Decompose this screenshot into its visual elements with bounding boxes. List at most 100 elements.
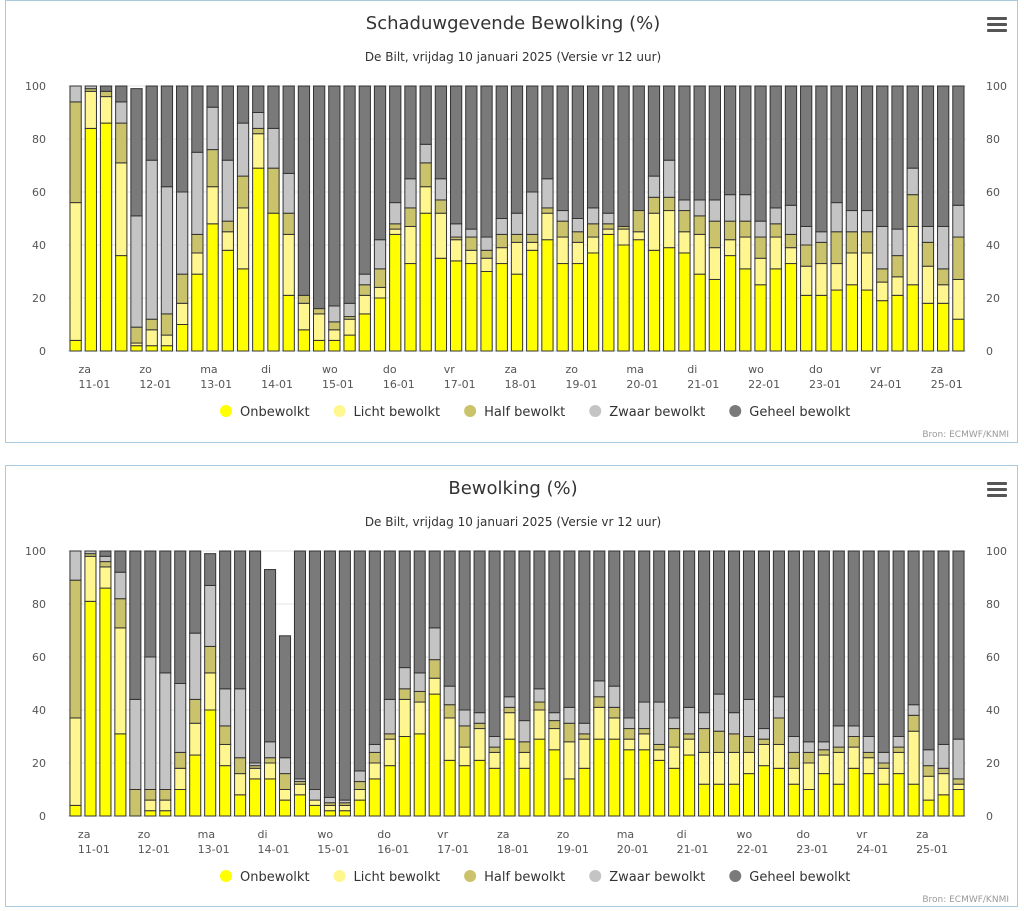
bar-segment-half-bewolkt[interactable] (860, 231, 874, 254)
bar-segment-onbewolkt[interactable] (586, 252, 600, 352)
bar-segment-licht-bewolkt[interactable] (413, 701, 426, 735)
bar-segment-licht-bewolkt[interactable] (176, 302, 189, 325)
bar-segment-licht-bewolkt[interactable] (922, 775, 935, 801)
bar-segment-geheel-bewolkt[interactable] (742, 550, 756, 700)
bar-segment-licht-bewolkt[interactable] (830, 263, 843, 291)
bar-segment-zwaar-bewolkt[interactable] (465, 228, 478, 238)
bar-segment-half-bewolkt[interactable] (548, 720, 561, 730)
bar-segment-licht-bewolkt[interactable] (434, 212, 448, 259)
bar-segment-onbewolkt[interactable] (678, 252, 691, 352)
bar-segment-half-bewolkt[interactable] (434, 199, 448, 214)
bar-segment-half-bewolkt[interactable] (219, 725, 232, 745)
bar-segment-licht-bewolkt[interactable] (404, 225, 417, 265)
bar-segment-licht-bewolkt[interactable] (264, 762, 277, 780)
bar-segment-onbewolkt[interactable] (428, 693, 441, 817)
bar-segment-onbewolkt[interactable] (541, 239, 554, 352)
bar-segment-licht-bewolkt[interactable] (891, 276, 904, 296)
bar-segment-onbewolkt[interactable] (69, 804, 82, 817)
bar-segment-geheel-bewolkt[interactable] (906, 85, 919, 169)
bar-segment-zwaar-bewolkt[interactable] (383, 698, 396, 735)
bar-segment-onbewolkt[interactable] (713, 783, 726, 817)
bar-segment-geheel-bewolkt[interactable] (623, 550, 636, 719)
bar-segment-zwaar-bewolkt[interactable] (847, 725, 860, 737)
bar-segment-half-bewolkt[interactable] (800, 244, 813, 267)
bar-segment-onbewolkt[interactable] (114, 733, 127, 817)
bar-segment-zwaar-bewolkt[interactable] (328, 305, 341, 323)
bar-segment-licht-bewolkt[interactable] (608, 717, 621, 740)
bar-segment-licht-bewolkt[interactable] (84, 555, 97, 602)
legend-item-half-bewolkt[interactable]: Half bewolkt (484, 870, 565, 885)
bar-segment-geheel-bewolkt[interactable] (727, 550, 741, 714)
bar-segment-licht-bewolkt[interactable] (219, 743, 232, 767)
bar-segment-geheel-bewolkt[interactable] (404, 85, 417, 180)
bar-segment-licht-bewolkt[interactable] (206, 186, 219, 225)
bar-segment-onbewolkt[interactable] (578, 767, 591, 817)
bar-segment-geheel-bewolkt[interactable] (465, 85, 478, 230)
bar-segment-licht-bewolkt[interactable] (191, 252, 204, 275)
bar-segment-half-bewolkt[interactable] (906, 194, 919, 227)
bar-segment-zwaar-bewolkt[interactable] (358, 273, 371, 286)
legend-item-licht-bewolkt[interactable]: Licht bewolkt (354, 405, 441, 420)
bar-segment-licht-bewolkt[interactable] (114, 627, 127, 735)
bar-segment-licht-bewolkt[interactable] (623, 738, 636, 751)
bar-segment-zwaar-bewolkt[interactable] (413, 672, 426, 692)
bar-segment-geheel-bewolkt[interactable] (204, 553, 217, 586)
bar-segment-geheel-bewolkt[interactable] (578, 550, 591, 724)
bar-segment-onbewolkt[interactable] (282, 294, 295, 352)
bar-segment-licht-bewolkt[interactable] (784, 247, 798, 265)
chart-menu-icon[interactable] (987, 17, 1007, 33)
bar-segment-onbewolkt[interactable] (602, 233, 615, 352)
bar-segment-licht-bewolkt[interactable] (563, 741, 576, 780)
bar-segment-onbewolkt[interactable] (739, 268, 752, 352)
bar-segment-half-bewolkt[interactable] (383, 733, 396, 740)
bar-segment-onbewolkt[interactable] (219, 765, 232, 817)
bar-segment-licht-bewolkt[interactable] (373, 286, 387, 299)
bar-segment-onbewolkt[interactable] (526, 249, 539, 352)
bar-segment-onbewolkt[interactable] (698, 783, 711, 817)
bar-segment-licht-bewolkt[interactable] (800, 265, 813, 296)
bar-segment-licht-bewolkt[interactable] (159, 799, 172, 812)
bar-segment-geheel-bewolkt[interactable] (847, 550, 860, 727)
bar-segment-half-bewolkt[interactable] (769, 223, 782, 238)
bar-segment-zwaar-bewolkt[interactable] (206, 106, 219, 151)
bar-segment-onbewolkt[interactable] (145, 345, 158, 352)
bar-segment-half-bewolkt[interactable] (234, 757, 247, 775)
bar-segment-zwaar-bewolkt[interactable] (678, 199, 691, 212)
bar-segment-licht-bewolkt[interactable] (145, 329, 158, 347)
bar-segment-geheel-bewolkt[interactable] (443, 550, 456, 687)
bar-segment-half-bewolkt[interactable] (832, 746, 845, 753)
bar-segment-zwaar-bewolkt[interactable] (518, 720, 531, 743)
bar-segment-zwaar-bewolkt[interactable] (69, 550, 82, 581)
bar-segment-geheel-bewolkt[interactable] (510, 85, 524, 214)
bar-segment-licht-bewolkt[interactable] (832, 751, 845, 785)
bar-segment-half-bewolkt[interactable] (313, 308, 326, 315)
bar-segment-half-bewolkt[interactable] (742, 736, 756, 753)
bar-segment-zwaar-bewolkt[interactable] (145, 159, 158, 320)
bar-segment-onbewolkt[interactable] (548, 749, 561, 817)
bar-segment-geheel-bewolkt[interactable] (571, 85, 585, 219)
bar-segment-zwaar-bewolkt[interactable] (278, 757, 292, 775)
bar-segment-licht-bewolkt[interactable] (678, 231, 691, 254)
bar-segment-geheel-bewolkt[interactable] (907, 550, 920, 706)
bar-segment-licht-bewolkt[interactable] (817, 754, 830, 775)
bar-segment-half-bewolkt[interactable] (668, 728, 681, 748)
bar-segment-zwaar-bewolkt[interactable] (754, 220, 767, 238)
bar-segment-onbewolkt[interactable] (617, 244, 630, 352)
bar-segment-geheel-bewolkt[interactable] (221, 85, 234, 161)
bar-segment-zwaar-bewolkt[interactable] (204, 584, 217, 647)
legend-marker-zwaar-bewolkt[interactable] (589, 405, 602, 417)
bar-segment-onbewolkt[interactable] (723, 255, 737, 352)
bar-segment-onbewolkt[interactable] (860, 289, 874, 352)
bar-segment-onbewolkt[interactable] (419, 212, 432, 352)
bar-segment-licht-bewolkt[interactable] (787, 767, 800, 785)
bar-segment-onbewolkt[interactable] (495, 263, 508, 352)
bar-segment-licht-bewolkt[interactable] (742, 751, 756, 775)
bar-segment-zwaar-bewolkt[interactable] (693, 199, 706, 217)
bar-segment-half-bewolkt[interactable] (473, 722, 486, 730)
bar-segment-licht-bewolkt[interactable] (739, 236, 752, 270)
bar-segment-geheel-bewolkt[interactable] (234, 550, 247, 690)
legend-marker-zwaar-bewolkt[interactable] (589, 870, 602, 882)
bar-segment-onbewolkt[interactable] (413, 733, 426, 817)
bar-segment-geheel-bewolkt[interactable] (663, 85, 676, 161)
bar-segment-onbewolkt[interactable] (398, 736, 411, 817)
